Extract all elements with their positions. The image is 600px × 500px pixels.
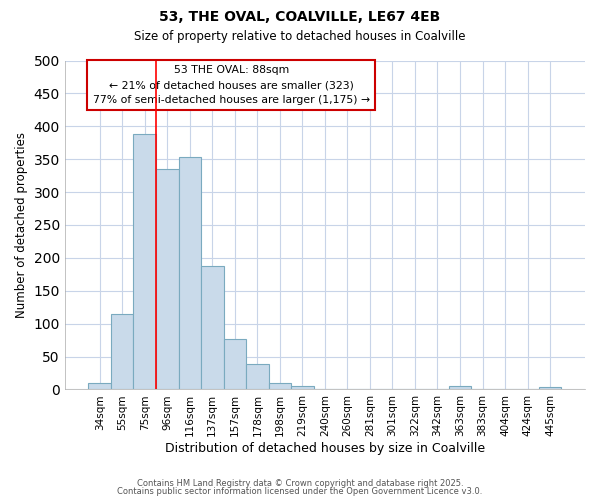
Bar [269,383,291,390]
Bar [246,364,269,390]
Bar [224,339,246,390]
Text: Size of property relative to detached houses in Coalville: Size of property relative to detached ho… [134,30,466,43]
Bar [133,134,156,390]
Bar [449,386,471,390]
Text: 53, THE OVAL, COALVILLE, LE67 4EB: 53, THE OVAL, COALVILLE, LE67 4EB [160,10,440,24]
Bar [179,157,201,390]
Bar [291,386,314,390]
Text: Contains HM Land Registry data © Crown copyright and database right 2025.: Contains HM Land Registry data © Crown c… [137,478,463,488]
Bar [539,387,562,390]
Bar [201,266,224,390]
Text: Contains public sector information licensed under the Open Government Licence v3: Contains public sector information licen… [118,487,482,496]
Bar [156,169,179,390]
Y-axis label: Number of detached properties: Number of detached properties [15,132,28,318]
Text: 53 THE OVAL: 88sqm
← 21% of detached houses are smaller (323)
77% of semi-detach: 53 THE OVAL: 88sqm ← 21% of detached hou… [92,66,370,105]
X-axis label: Distribution of detached houses by size in Coalville: Distribution of detached houses by size … [165,442,485,455]
Bar [111,314,133,390]
Bar [88,383,111,390]
